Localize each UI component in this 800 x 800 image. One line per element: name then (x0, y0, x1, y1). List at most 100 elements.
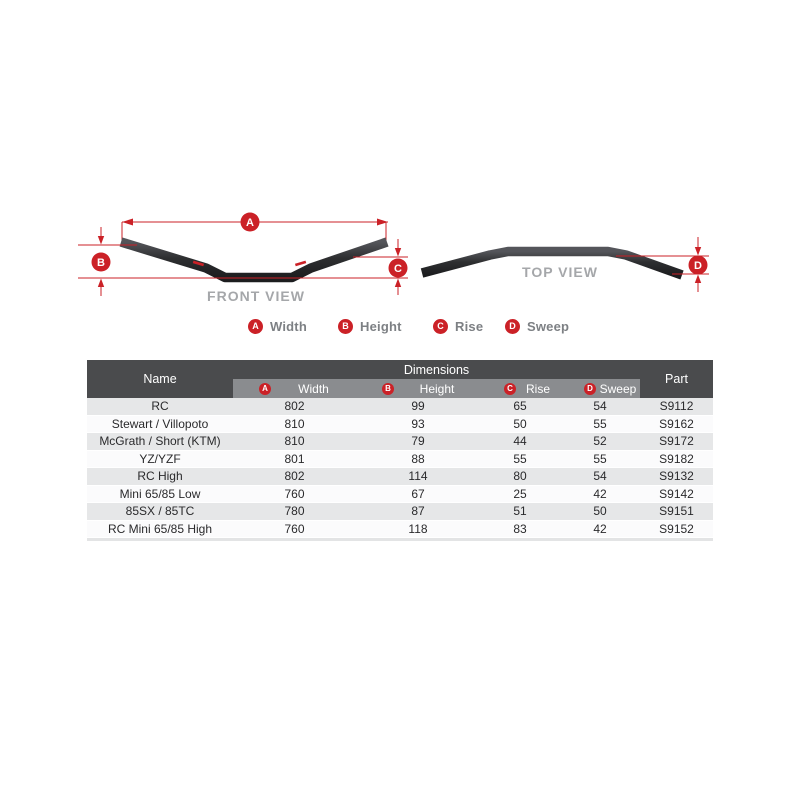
subheader-height: B Height (356, 379, 480, 398)
cell-part: S9142 (659, 486, 694, 501)
subheader-sweep: D Sweep (560, 379, 640, 398)
cell-width: 801 (284, 451, 305, 466)
cell-width: 760 (284, 521, 305, 536)
cell-name: 85SX / 85TC (125, 504, 195, 519)
cell-rise: 55 (513, 451, 527, 466)
subheader-rise: C Rise (480, 379, 560, 398)
marker-a-icon: A (248, 319, 263, 334)
legend-item-rise: C Rise (433, 319, 483, 334)
marker-c-circle (388, 258, 408, 278)
cell-part: S9172 (659, 434, 694, 449)
handlebar-top (420, 246, 684, 280)
marker-d-icon: D (584, 382, 596, 395)
cell-part: S9151 (659, 504, 694, 519)
cell-part: S9132 (659, 469, 694, 484)
cell-name: McGrath / Short (KTM) (99, 434, 221, 449)
front-view-label: FRONT VIEW (207, 288, 305, 304)
cell-name: RC High (137, 469, 183, 484)
cell-width: 810 (284, 434, 305, 449)
dimension-b-height (78, 227, 408, 296)
marker-c-label: C (394, 263, 402, 275)
cell-height: 118 (408, 521, 428, 536)
legend-item-height: B Height (338, 319, 402, 334)
scar-logo-left (192, 260, 205, 267)
marker-b-label: B (97, 257, 105, 269)
subheader-label: Sweep (599, 381, 637, 396)
column-header-part: Part (665, 372, 688, 386)
arrow-down-icon (97, 236, 105, 245)
subheader-label: Height (419, 381, 455, 396)
table-row: YZ/YZF 801 88 55 55 S9182 (87, 450, 713, 468)
cell-sweep: 55 (593, 416, 607, 431)
cell-width: 760 (284, 486, 305, 501)
front-view-diagram: B C A FRONT VIEW (78, 212, 408, 304)
cell-width: 780 (284, 504, 305, 519)
legend-label: Width (270, 319, 307, 334)
marker-c-icon: C (504, 382, 516, 395)
arrow-up-icon (694, 274, 702, 283)
cell-height: 93 (411, 416, 425, 431)
cell-sweep: 42 (593, 486, 607, 501)
cell-height: 67 (411, 486, 425, 501)
cell-height: 114 (408, 469, 428, 484)
marker-d-circle (688, 255, 708, 275)
cell-width: 810 (284, 416, 305, 431)
cell-name: YZ/YZF (139, 451, 181, 466)
marker-d-icon: D (505, 319, 520, 334)
cell-part: S9112 (659, 399, 694, 414)
column-header-name: Name (143, 372, 177, 386)
cell-rise: 65 (513, 399, 527, 414)
top-view-label: TOP VIEW (522, 264, 598, 280)
cell-sweep: 50 (593, 504, 607, 519)
cell-rise: 25 (513, 486, 527, 501)
table-row: RC Mini 65/85 High 760 118 83 42 S9152 (87, 520, 713, 538)
cell-sweep: 54 (593, 399, 607, 414)
handlebar-spec-table: Name Dimensions Part A Width B Height C … (87, 360, 713, 541)
table-row: McGrath / Short (KTM) 810 79 44 52 S9172 (87, 433, 713, 451)
column-header-dimensions: Dimensions (403, 362, 470, 377)
cell-sweep: 55 (593, 451, 607, 466)
cell-width: 802 (284, 469, 305, 484)
scar-logo-right (294, 260, 307, 267)
table-row: Stewart / Villopoto 810 93 50 55 S9162 (87, 415, 713, 433)
table-row: RC High 802 114 80 54 S9132 (87, 468, 713, 486)
cell-height: 87 (411, 504, 425, 519)
subheader-label: Rise (525, 381, 550, 396)
marker-d-label: D (694, 260, 702, 272)
marker-b-icon: B (338, 319, 353, 334)
table-row: 85SX / 85TC 780 87 51 50 S9151 (87, 503, 713, 521)
cell-name: RC (151, 399, 169, 414)
legend-item-sweep: D Sweep (505, 319, 569, 334)
arrow-up-icon (97, 278, 105, 287)
legend-label: Rise (455, 319, 484, 334)
handlebar-front (119, 237, 389, 283)
legend-label: Sweep (527, 319, 570, 334)
cell-height: 79 (411, 434, 425, 449)
cell-name: RC Mini 65/85 High (107, 521, 213, 536)
marker-b-icon: B (382, 382, 394, 395)
marker-a-circle (240, 212, 260, 232)
marker-c-icon: C (433, 319, 448, 334)
dimensions-subheader: A Width B Height C Rise D Sweep (233, 379, 640, 398)
subheader-label: Width (298, 381, 329, 396)
cell-sweep: 54 (593, 469, 607, 484)
cell-sweep: 42 (593, 521, 607, 536)
table-row: Mini 65/85 Low 760 67 25 42 S9142 (87, 485, 713, 503)
cell-part: S9182 (659, 451, 694, 466)
arrow-right-icon (377, 218, 388, 226)
arrow-up-icon (394, 278, 402, 287)
marker-b-circle (91, 252, 111, 272)
cell-rise: 80 (513, 469, 527, 484)
cell-rise: 50 (513, 416, 527, 431)
table-row: RC 802 99 65 54 S9112 (87, 398, 713, 416)
subheader-width: A Width (233, 379, 356, 398)
legend-item-width: A Width (248, 319, 307, 334)
table-header: Name Dimensions Part A Width B Height C … (87, 360, 713, 398)
cell-name: Mini 65/85 Low (119, 486, 201, 501)
legend-label: Height (360, 319, 402, 334)
cell-sweep: 52 (593, 434, 607, 449)
arrow-down-icon (694, 247, 702, 256)
marker-a-icon: A (259, 382, 271, 395)
arrow-left-icon (122, 218, 133, 226)
marker-a-label: A (246, 217, 254, 229)
